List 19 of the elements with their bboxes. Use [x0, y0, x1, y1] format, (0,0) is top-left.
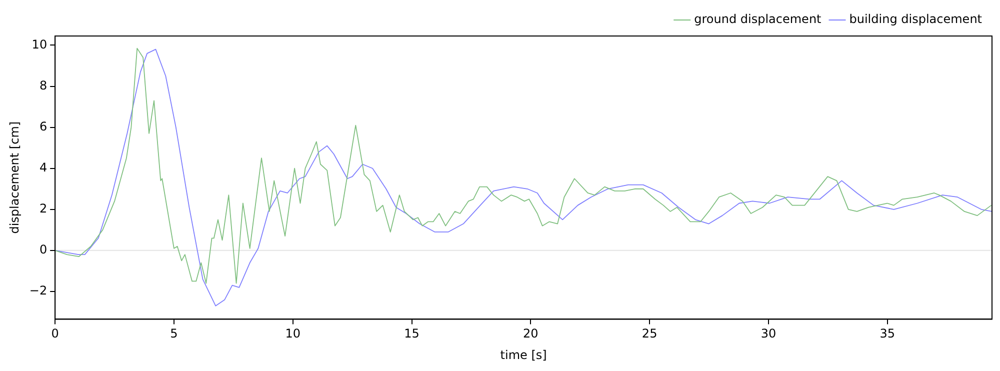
y-tick-label: 0	[39, 242, 48, 257]
x-tick-label: 0	[51, 326, 59, 341]
x-tick-label: 25	[642, 326, 658, 341]
x-axis-title: time [s]	[500, 348, 547, 362]
legend-label: ground displacement	[694, 12, 822, 26]
y-tick-label: 4	[39, 160, 48, 174]
x-tick-label: 30	[760, 326, 776, 341]
legend-label: building displacement	[849, 12, 982, 26]
x-tick-label: 20	[523, 326, 538, 341]
y-tick-label: 2	[39, 202, 48, 216]
y-tick-label: −2	[29, 284, 48, 298]
x-tick-label: 10	[285, 326, 301, 341]
x-tick-label: 5	[170, 326, 178, 341]
x-tick-label: 35	[880, 326, 896, 341]
y-axis-title: displacement [cm]	[7, 121, 22, 234]
y-tick-label: 10	[32, 37, 48, 52]
y-tick-label: 8	[39, 78, 48, 92]
x-tick-label: 15	[404, 326, 420, 341]
y-tick-label: 6	[39, 119, 48, 134]
